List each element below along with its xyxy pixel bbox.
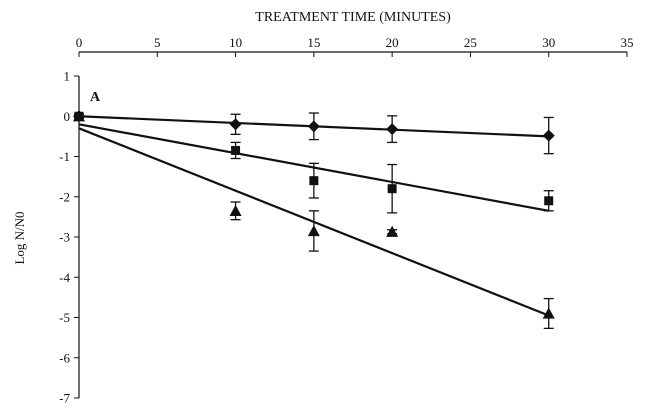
y-tick-label: -3 bbox=[59, 230, 70, 245]
chart-title: TREATMENT TIME (MINUTES) bbox=[255, 10, 451, 25]
y-tick-label: -5 bbox=[59, 310, 70, 325]
diamond-marker bbox=[386, 123, 399, 136]
square-marker bbox=[544, 196, 554, 206]
y-tick-label: -6 bbox=[59, 350, 70, 365]
x-tick-label: 25 bbox=[464, 35, 477, 50]
triangle-marker bbox=[542, 307, 555, 319]
y-axis-label: Log N/N0 bbox=[12, 211, 27, 264]
y-tick-label: -7 bbox=[59, 391, 70, 406]
y-tick-label: -4 bbox=[59, 270, 70, 285]
triangle-marker bbox=[229, 204, 242, 216]
y-tick-label: 1 bbox=[64, 69, 71, 84]
error-bars bbox=[74, 112, 554, 330]
diamond-marker bbox=[229, 118, 242, 131]
diamond-marker bbox=[542, 129, 555, 142]
triangle-marker bbox=[307, 224, 320, 237]
diamond-marker bbox=[307, 120, 320, 133]
data-markers bbox=[73, 110, 555, 319]
triangle-marker bbox=[73, 110, 85, 122]
y-tick-label: 0 bbox=[64, 109, 71, 124]
y-tick-label: -2 bbox=[59, 189, 70, 204]
x-tick-label: 30 bbox=[542, 35, 555, 50]
x-tick-label: 10 bbox=[229, 35, 242, 50]
square-marker bbox=[231, 145, 241, 155]
y-tick-label: -1 bbox=[59, 149, 70, 164]
x-tick-label: 0 bbox=[76, 35, 83, 50]
panel-label: A bbox=[90, 90, 101, 105]
x-tick-label: 5 bbox=[154, 35, 161, 50]
square-marker bbox=[387, 184, 397, 194]
x-tick-label: 35 bbox=[621, 35, 634, 50]
x-tick-label: 20 bbox=[386, 35, 399, 50]
triangle-marker bbox=[386, 225, 399, 237]
square-marker bbox=[309, 176, 319, 186]
x-tick-label: 15 bbox=[307, 35, 320, 50]
